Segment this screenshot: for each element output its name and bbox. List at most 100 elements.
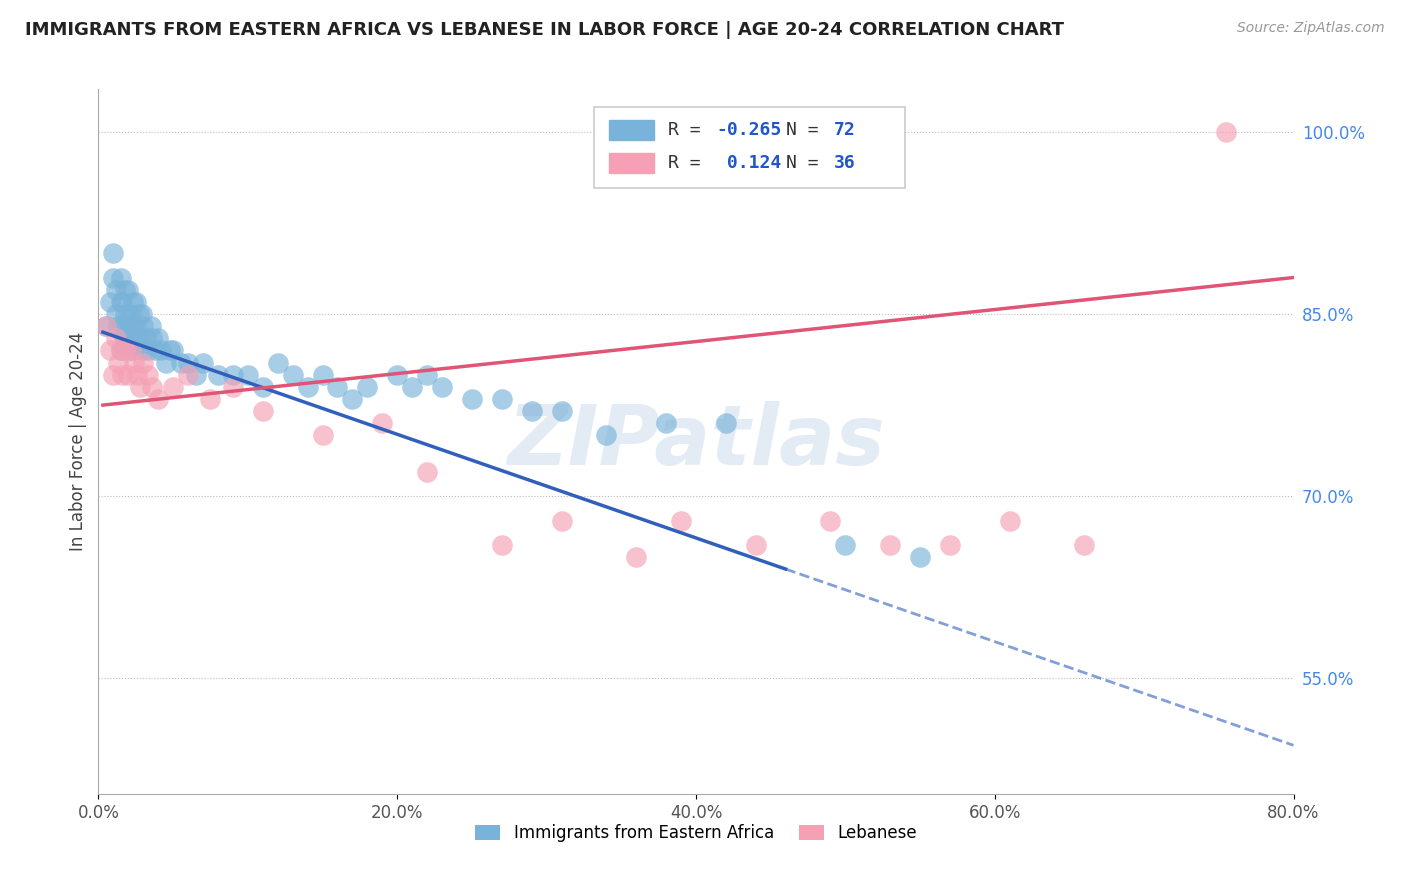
Point — [114, 283, 136, 297]
Point — [103, 368, 125, 382]
Point — [105, 307, 128, 321]
Point — [281, 368, 304, 382]
Point — [129, 380, 152, 394]
Point — [200, 392, 222, 406]
Point — [416, 465, 439, 479]
Point — [120, 343, 142, 358]
Text: ZIPatlas: ZIPatlas — [508, 401, 884, 482]
Point — [141, 380, 163, 394]
Point — [879, 538, 901, 552]
Point — [136, 343, 159, 358]
Point — [110, 294, 132, 309]
Point — [118, 319, 141, 334]
Point — [129, 331, 152, 345]
Point — [177, 355, 200, 369]
Bar — [609, 120, 654, 140]
Point — [120, 331, 142, 345]
Text: -0.265: -0.265 — [716, 121, 782, 139]
Point — [105, 331, 128, 345]
Point — [401, 380, 423, 394]
Point — [111, 294, 134, 309]
Point — [416, 368, 439, 382]
Point — [252, 380, 274, 394]
Point — [745, 538, 768, 552]
FancyBboxPatch shape — [595, 107, 905, 188]
Point — [430, 380, 453, 394]
Point — [177, 368, 200, 382]
Point — [107, 319, 129, 334]
Point — [820, 514, 842, 528]
Point — [117, 307, 139, 321]
Point — [114, 307, 136, 321]
Point — [121, 294, 143, 309]
Point — [550, 514, 572, 528]
Text: 0.124: 0.124 — [716, 154, 782, 172]
Point — [159, 343, 181, 358]
Point — [207, 368, 229, 382]
Point — [1215, 125, 1237, 139]
Point — [356, 380, 378, 394]
Text: 72: 72 — [834, 121, 855, 139]
Y-axis label: In Labor Force | Age 20-24: In Labor Force | Age 20-24 — [69, 332, 87, 551]
Point — [127, 368, 149, 382]
Point — [125, 319, 148, 334]
Point — [135, 331, 157, 345]
Point — [124, 355, 146, 369]
Point — [252, 404, 274, 418]
Point — [385, 368, 409, 382]
Point — [141, 331, 163, 345]
Point — [132, 343, 155, 358]
Point — [834, 538, 856, 552]
Point — [131, 307, 153, 321]
Point — [128, 307, 150, 321]
Point — [115, 319, 138, 334]
Point — [132, 355, 155, 369]
Point — [117, 331, 139, 345]
Point — [655, 417, 678, 431]
Point — [110, 343, 132, 358]
Point — [311, 428, 333, 442]
Point — [125, 294, 148, 309]
Point — [169, 355, 191, 369]
Point — [107, 355, 129, 369]
Point — [118, 343, 141, 358]
Point — [110, 343, 132, 358]
Point — [550, 404, 572, 418]
Point — [998, 514, 1021, 528]
Legend: Immigrants from Eastern Africa, Lebanese: Immigrants from Eastern Africa, Lebanese — [468, 818, 924, 849]
Point — [103, 270, 125, 285]
Point — [103, 246, 125, 260]
Text: Source: ZipAtlas.com: Source: ZipAtlas.com — [1237, 21, 1385, 35]
Point — [111, 319, 134, 334]
Point — [111, 368, 134, 382]
Point — [595, 428, 617, 442]
Point — [136, 368, 159, 382]
Text: N =: N = — [786, 154, 830, 172]
Point — [155, 355, 177, 369]
Text: IMMIGRANTS FROM EASTERN AFRICA VS LEBANESE IN LABOR FORCE | AGE 20-24 CORRELATIO: IMMIGRANTS FROM EASTERN AFRICA VS LEBANE… — [25, 21, 1064, 38]
Point — [1073, 538, 1095, 552]
Point — [114, 343, 136, 358]
Point — [461, 392, 484, 406]
Point — [626, 549, 648, 564]
Point — [191, 355, 214, 369]
Point — [112, 331, 135, 345]
Point — [120, 307, 142, 321]
Point — [110, 270, 132, 285]
Point — [150, 343, 173, 358]
Text: 36: 36 — [834, 154, 855, 172]
Point — [121, 319, 143, 334]
Point — [908, 549, 931, 564]
Point — [127, 331, 149, 345]
Point — [98, 343, 122, 358]
Point — [669, 514, 692, 528]
Point — [124, 343, 146, 358]
Point — [117, 368, 139, 382]
Point — [326, 380, 349, 394]
Point — [148, 331, 170, 345]
Point — [371, 417, 394, 431]
Point — [222, 380, 245, 394]
Point — [939, 538, 962, 552]
Point — [236, 368, 259, 382]
Text: R =: R = — [668, 121, 711, 139]
